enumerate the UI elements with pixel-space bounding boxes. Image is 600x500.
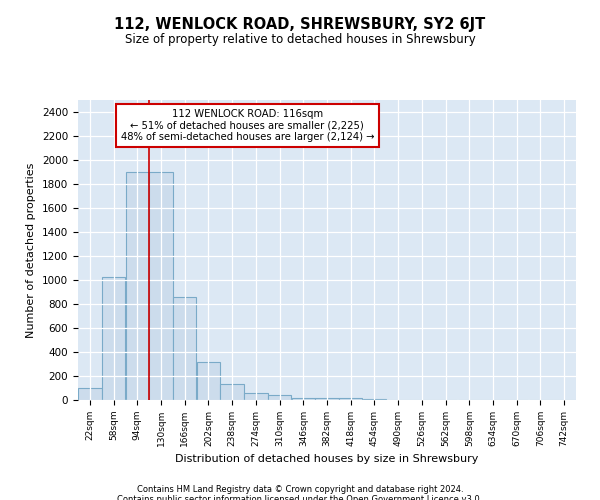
Text: Contains public sector information licensed under the Open Government Licence v3: Contains public sector information licen… xyxy=(118,495,482,500)
Bar xyxy=(102,277,125,400)
Bar xyxy=(268,395,291,400)
Bar xyxy=(316,398,338,400)
Bar xyxy=(149,172,173,400)
Bar xyxy=(339,398,362,400)
Bar xyxy=(244,394,268,400)
Text: 112 WENLOCK ROAD: 116sqm
← 51% of detached houses are smaller (2,225)
48% of sem: 112 WENLOCK ROAD: 116sqm ← 51% of detach… xyxy=(121,109,374,142)
Bar xyxy=(173,297,196,400)
Bar xyxy=(78,388,101,400)
Bar xyxy=(292,398,315,400)
Bar xyxy=(125,172,149,400)
Text: Size of property relative to detached houses in Shrewsbury: Size of property relative to detached ho… xyxy=(125,32,475,46)
Text: Contains HM Land Registry data © Crown copyright and database right 2024.: Contains HM Land Registry data © Crown c… xyxy=(137,485,463,494)
Text: 112, WENLOCK ROAD, SHREWSBURY, SY2 6JT: 112, WENLOCK ROAD, SHREWSBURY, SY2 6JT xyxy=(115,18,485,32)
Y-axis label: Number of detached properties: Number of detached properties xyxy=(26,162,37,338)
X-axis label: Distribution of detached houses by size in Shrewsbury: Distribution of detached houses by size … xyxy=(175,454,479,464)
Bar xyxy=(197,362,220,400)
Bar xyxy=(220,384,244,400)
